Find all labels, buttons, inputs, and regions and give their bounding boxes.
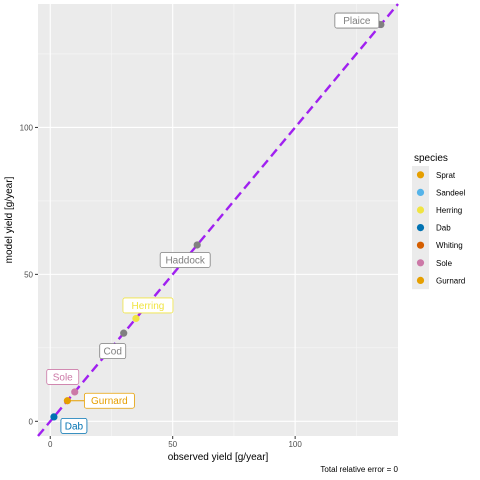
caption-total-error: Total relative error = 0 [320, 465, 398, 474]
one-to-one-reference-line [37, 3, 399, 437]
y-tick-label: 50 [24, 270, 33, 279]
y-tick-label: 0 [29, 417, 34, 426]
point-label-box [46, 369, 80, 385]
point-label-box [122, 297, 174, 314]
x-axis-title: observed yield [g/year] [168, 452, 269, 463]
legend-label: Dab [436, 224, 451, 233]
x-tick-label: 100 [288, 440, 302, 449]
data-point [120, 329, 128, 337]
legend-key [416, 224, 425, 232]
legend-label: Whiting [436, 241, 463, 250]
point-label: Cod [104, 347, 122, 358]
point-label-box [159, 252, 211, 268]
reference-line-layer [37, 3, 399, 437]
legend: species Sprat Sandeel Herring Dab Whiting Sol… [412, 153, 466, 290]
legend-key [416, 259, 425, 267]
y-axis-title: model yield [g/year] [4, 176, 15, 263]
point-label: Gurnard [91, 396, 128, 407]
data-point [71, 388, 79, 396]
point-label: Sole [53, 372, 73, 383]
point-label-box [334, 12, 380, 29]
legend-key [416, 188, 425, 196]
point-label-box [83, 392, 135, 409]
legend-title: species [414, 153, 448, 164]
point-label: Dab [65, 421, 84, 432]
legend-label: Sandeel [436, 188, 466, 197]
legend-label: Sole [436, 259, 453, 268]
point-label-box [60, 417, 88, 434]
point-label: Haddock [165, 255, 205, 266]
point-label-box [99, 343, 127, 360]
point-labels: Plaice Haddock Herring Cod Sole Gurnard Dab [46, 12, 382, 434]
legend-label: Herring [436, 206, 462, 215]
legend-key [416, 171, 425, 179]
x-tick-label: 50 [168, 440, 177, 449]
point-label: Plaice [343, 16, 371, 27]
data-point [193, 241, 201, 249]
legend-key [416, 241, 425, 249]
data-point [132, 314, 140, 323]
data-points [50, 20, 385, 421]
legend-label: Gurnard [436, 276, 465, 285]
grid-lines [38, 4, 398, 436]
point-label: Herring [132, 301, 165, 312]
x-tick-label: 0 [48, 440, 53, 449]
y-tick-label: 100 [20, 123, 34, 132]
legend-label: Sprat [436, 171, 456, 180]
legend-key [416, 276, 425, 284]
data-point [50, 413, 58, 421]
axes: 0 50 100 0 50 100 [20, 123, 303, 449]
legend-key [416, 206, 425, 214]
